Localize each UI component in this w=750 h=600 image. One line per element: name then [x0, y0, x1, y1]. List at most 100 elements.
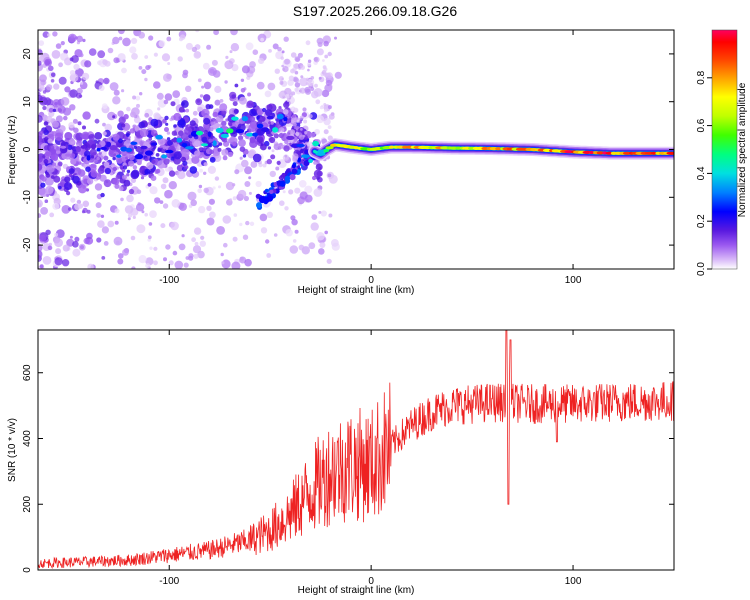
spectrogram-noise-blob — [49, 212, 55, 218]
spectrogram-fan-blob — [283, 109, 289, 115]
spectrogram-y-tick-label: 10 — [22, 96, 33, 108]
spectrogram-noise-blob — [58, 76, 67, 85]
spectrogram-ridge-blob — [256, 123, 264, 129]
spectrogram-ridge-blob — [241, 116, 249, 122]
spectrogram-cloud-blob — [273, 133, 279, 139]
spectrogram-noise-blob — [38, 249, 43, 259]
colorbar-tick-label: 0.2 — [696, 214, 707, 228]
spectrogram-cloud-blob — [94, 132, 103, 140]
spectrogram-fan-blob — [328, 84, 333, 89]
spectrogram-cloud-blob — [201, 136, 208, 143]
spectrogram-noise-blob — [58, 125, 66, 133]
spectrogram-noise-blob — [117, 258, 124, 265]
spectrogram-noise-blob — [135, 95, 141, 101]
spectrogram-noise-blob — [138, 66, 143, 70]
spectrogram-noise-blob — [153, 52, 158, 57]
spectrogram-cloud-blob — [222, 137, 228, 143]
spectrogram-noise-blob — [288, 189, 294, 195]
spectrogram-noise-blob — [53, 83, 60, 90]
spectrogram-ridge-blob — [86, 155, 91, 161]
spectrogram-noise-blob — [48, 65, 54, 72]
spectrogram-fan-blob — [286, 99, 290, 103]
snr-y-tick-label: 600 — [22, 364, 33, 381]
spectrogram-cloud-blob — [203, 94, 211, 102]
spectrogram-cloud-blob — [67, 144, 73, 150]
spectrogram-noise-blob — [42, 105, 47, 111]
colorbar-gradient — [711, 29, 738, 270]
spectrogram-noise-blob — [38, 94, 43, 102]
spectrogram-cloud-blob — [194, 158, 199, 163]
spectrogram-fan-blob — [314, 128, 320, 135]
spectrogram-ridge-blob — [44, 151, 52, 157]
spectrogram-noise-blob — [275, 166, 280, 171]
spectrogram-noise-blob — [233, 213, 238, 217]
colorbar-tick-label: 0.8 — [696, 70, 707, 84]
spectrogram-cloud-blob — [216, 115, 224, 123]
spectrogram-noise-blob — [244, 258, 252, 267]
colorbar-ticks: 0.0 0.2 0.4 0.6 0.8 — [696, 70, 712, 276]
spectrogram-cloud-blob — [170, 101, 176, 107]
spectrogram-noise-blob — [213, 30, 219, 36]
spectrogram-noise-blob — [82, 200, 90, 208]
spectrogram-noise-blob — [222, 215, 232, 224]
spectrogram-cloud-blob — [118, 186, 124, 192]
spectrogram-cloud-blob — [151, 159, 156, 164]
spectrogram-noise-blob — [216, 226, 226, 235]
spectrogram-cloud-blob — [51, 175, 55, 179]
spectrogram-cloud-blob — [97, 173, 101, 177]
spectrogram-noise-blob — [156, 92, 164, 100]
spectrogram-ridge-blob — [75, 146, 81, 152]
spectrogram-cloud-blob — [173, 151, 182, 160]
spectrogram-cloud-blob — [233, 108, 239, 114]
spectrogram-noise-blob — [214, 99, 221, 106]
spectrogram-fan-blob — [323, 72, 328, 77]
spectrogram-cloud-blob — [170, 156, 175, 161]
spectrogram-branch-blob — [304, 149, 310, 155]
spectrogram-cloud-blob — [217, 147, 222, 152]
spectrogram-cloud-blob — [126, 153, 131, 158]
spectrogram-noise-blob — [84, 60, 92, 68]
spectrogram-fan-blob — [314, 83, 318, 88]
spectrogram-fan-blob — [290, 117, 298, 124]
colorbar-label: Normalized spectral amplitude — [737, 82, 748, 217]
spectrogram-cloud-blob — [265, 109, 273, 117]
spectrogram-noise-blob — [107, 220, 115, 228]
spectrogram-fan-blob — [287, 116, 290, 119]
spectrogram-cloud-blob — [232, 141, 237, 147]
spectrogram-cloud-blob — [246, 100, 254, 109]
snr-ticks: -100 0 100 0 200 400 600 — [22, 330, 674, 587]
spectrogram-cloud-blob — [47, 138, 53, 144]
spectrogram-noise-blob — [39, 74, 47, 83]
spectrogram-cloud-blob — [115, 174, 121, 180]
spectrogram-ridge-peak — [495, 147, 502, 151]
spectrogram-cloud-blob — [181, 148, 190, 157]
spectrogram-noise-blob — [203, 187, 209, 193]
spectrogram-noise-blob — [294, 82, 301, 88]
spectrogram-noise-blob — [201, 85, 205, 89]
spectrogram-noise-blob — [51, 50, 61, 59]
spectrogram-cloud-blob — [104, 167, 111, 175]
spectrogram-noise-blob — [172, 90, 181, 98]
spectrogram-branch-blob — [291, 164, 296, 169]
spectrogram-noise-blob — [153, 260, 158, 266]
spectrogram-noise-blob — [55, 115, 63, 123]
spectrogram-noise-blob — [285, 229, 293, 237]
spectrogram-cloud-blob — [112, 133, 120, 141]
spectrogram-noise-blob — [170, 221, 179, 231]
spectrogram-noise-blob — [69, 235, 73, 239]
spectrogram-noise-blob — [97, 220, 105, 228]
spectrogram-noise-blob — [162, 177, 169, 184]
spectrogram-cloud-blob — [58, 185, 62, 190]
spectrogram-noise-blob — [229, 50, 233, 54]
spectrogram-ridge-blob — [261, 127, 270, 133]
spectrogram-noise-blob — [245, 220, 250, 226]
spectrogram-ridge-blob — [220, 133, 229, 138]
spectrogram-noise-blob — [163, 99, 169, 105]
spectrogram-fan-blob — [281, 64, 284, 68]
spectrogram-noise-blob — [135, 203, 145, 212]
spectrogram-branch-blob — [279, 180, 286, 187]
spectrogram-fan-blob — [307, 141, 313, 147]
spectrogram-noise-blob — [250, 161, 258, 168]
spectrogram-cloud-blob — [128, 188, 135, 195]
